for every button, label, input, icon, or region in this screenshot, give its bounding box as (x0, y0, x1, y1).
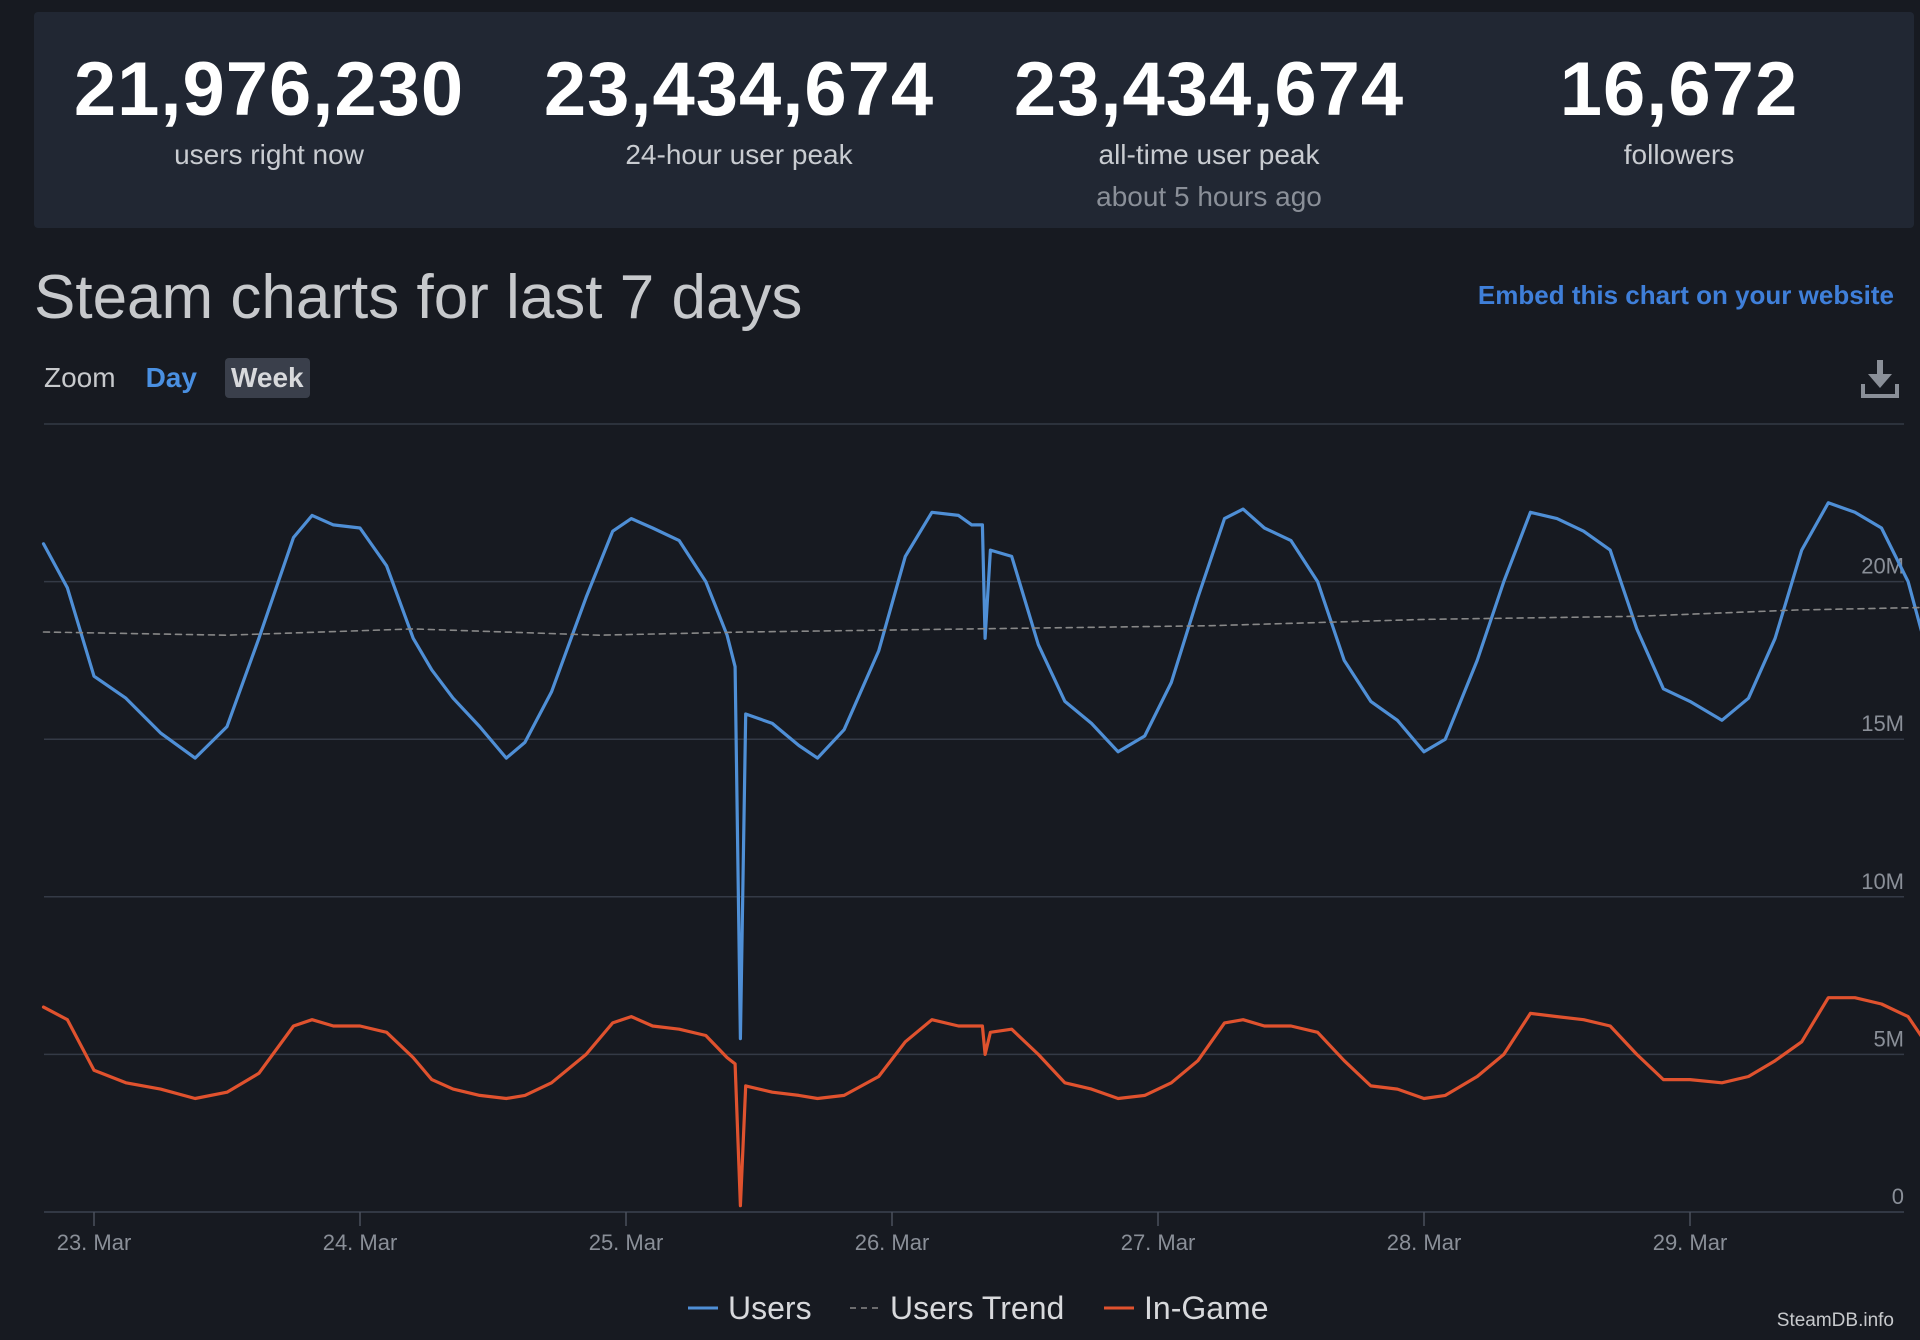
y-tick-label: 5M (1873, 1026, 1904, 1051)
legend-item-users[interactable]: Users (688, 1290, 812, 1326)
zoom-label: Zoom (44, 362, 116, 393)
zoom-day-button[interactable]: Day (145, 362, 197, 393)
y-tick-label: 10M (1861, 869, 1904, 894)
x-tick-label: 23. Mar (57, 1230, 132, 1255)
y-tick-label: 15M (1861, 711, 1904, 736)
credit-label: SteamDB.info (1777, 1310, 1894, 1331)
series-users-line (41, 501, 1920, 1041)
stat-all-time-peak: 23,434,674 all-time user peak about 5 ho… (974, 12, 1444, 213)
x-tick-label: 27. Mar (1121, 1230, 1196, 1255)
download-icon[interactable] (1860, 358, 1900, 400)
stat-users-now: 21,976,230 users right now (34, 12, 504, 172)
stat-24h-peak: 23,434,674 24-hour user peak (504, 12, 974, 172)
stat-label: 24-hour user peak (625, 139, 853, 170)
series-in-game-line (41, 996, 1920, 1208)
x-tick-label: 26. Mar (855, 1230, 930, 1255)
x-tick-label: 28. Mar (1387, 1230, 1462, 1255)
legend-label: Users Trend (890, 1290, 1064, 1326)
stat-label: users right now (174, 139, 364, 170)
stat-value: 21,976,230 (73, 47, 465, 132)
stat-value: 23,434,674 (543, 47, 935, 132)
x-tick-label: 25. Mar (589, 1230, 664, 1255)
legend-item-users-trend[interactable]: Users Trend (850, 1290, 1064, 1326)
legend-item-in-game[interactable]: In-Game (1104, 1290, 1268, 1326)
y-tick-label: 0 (1892, 1184, 1904, 1209)
stat-value: 16,672 (1559, 47, 1799, 132)
zoom-week-button[interactable]: Week (224, 358, 310, 398)
stats-panel: 21,976,230 users right now 23,434,674 24… (34, 12, 1914, 228)
page-title: Steam charts for last 7 days (34, 263, 803, 332)
x-tick-label: 24. Mar (323, 1230, 398, 1255)
x-tick-label: 29. Mar (1653, 1230, 1728, 1255)
stat-label: followers (1623, 139, 1735, 170)
stat-value: 23,434,674 (1013, 47, 1405, 132)
zoom-control: Zoom Day Week (44, 356, 332, 400)
stat-label: all-time user peak (1098, 139, 1320, 170)
stat-sub: about 5 hours ago (1096, 180, 1322, 212)
stat-followers: 16,672 followers (1444, 12, 1914, 172)
embed-chart-link[interactable]: Embed this chart on your website (1477, 280, 1894, 310)
legend-label: Users (728, 1290, 812, 1326)
series-users-trend-line (42, 606, 1920, 637)
legend-label: In-Game (1144, 1290, 1268, 1326)
